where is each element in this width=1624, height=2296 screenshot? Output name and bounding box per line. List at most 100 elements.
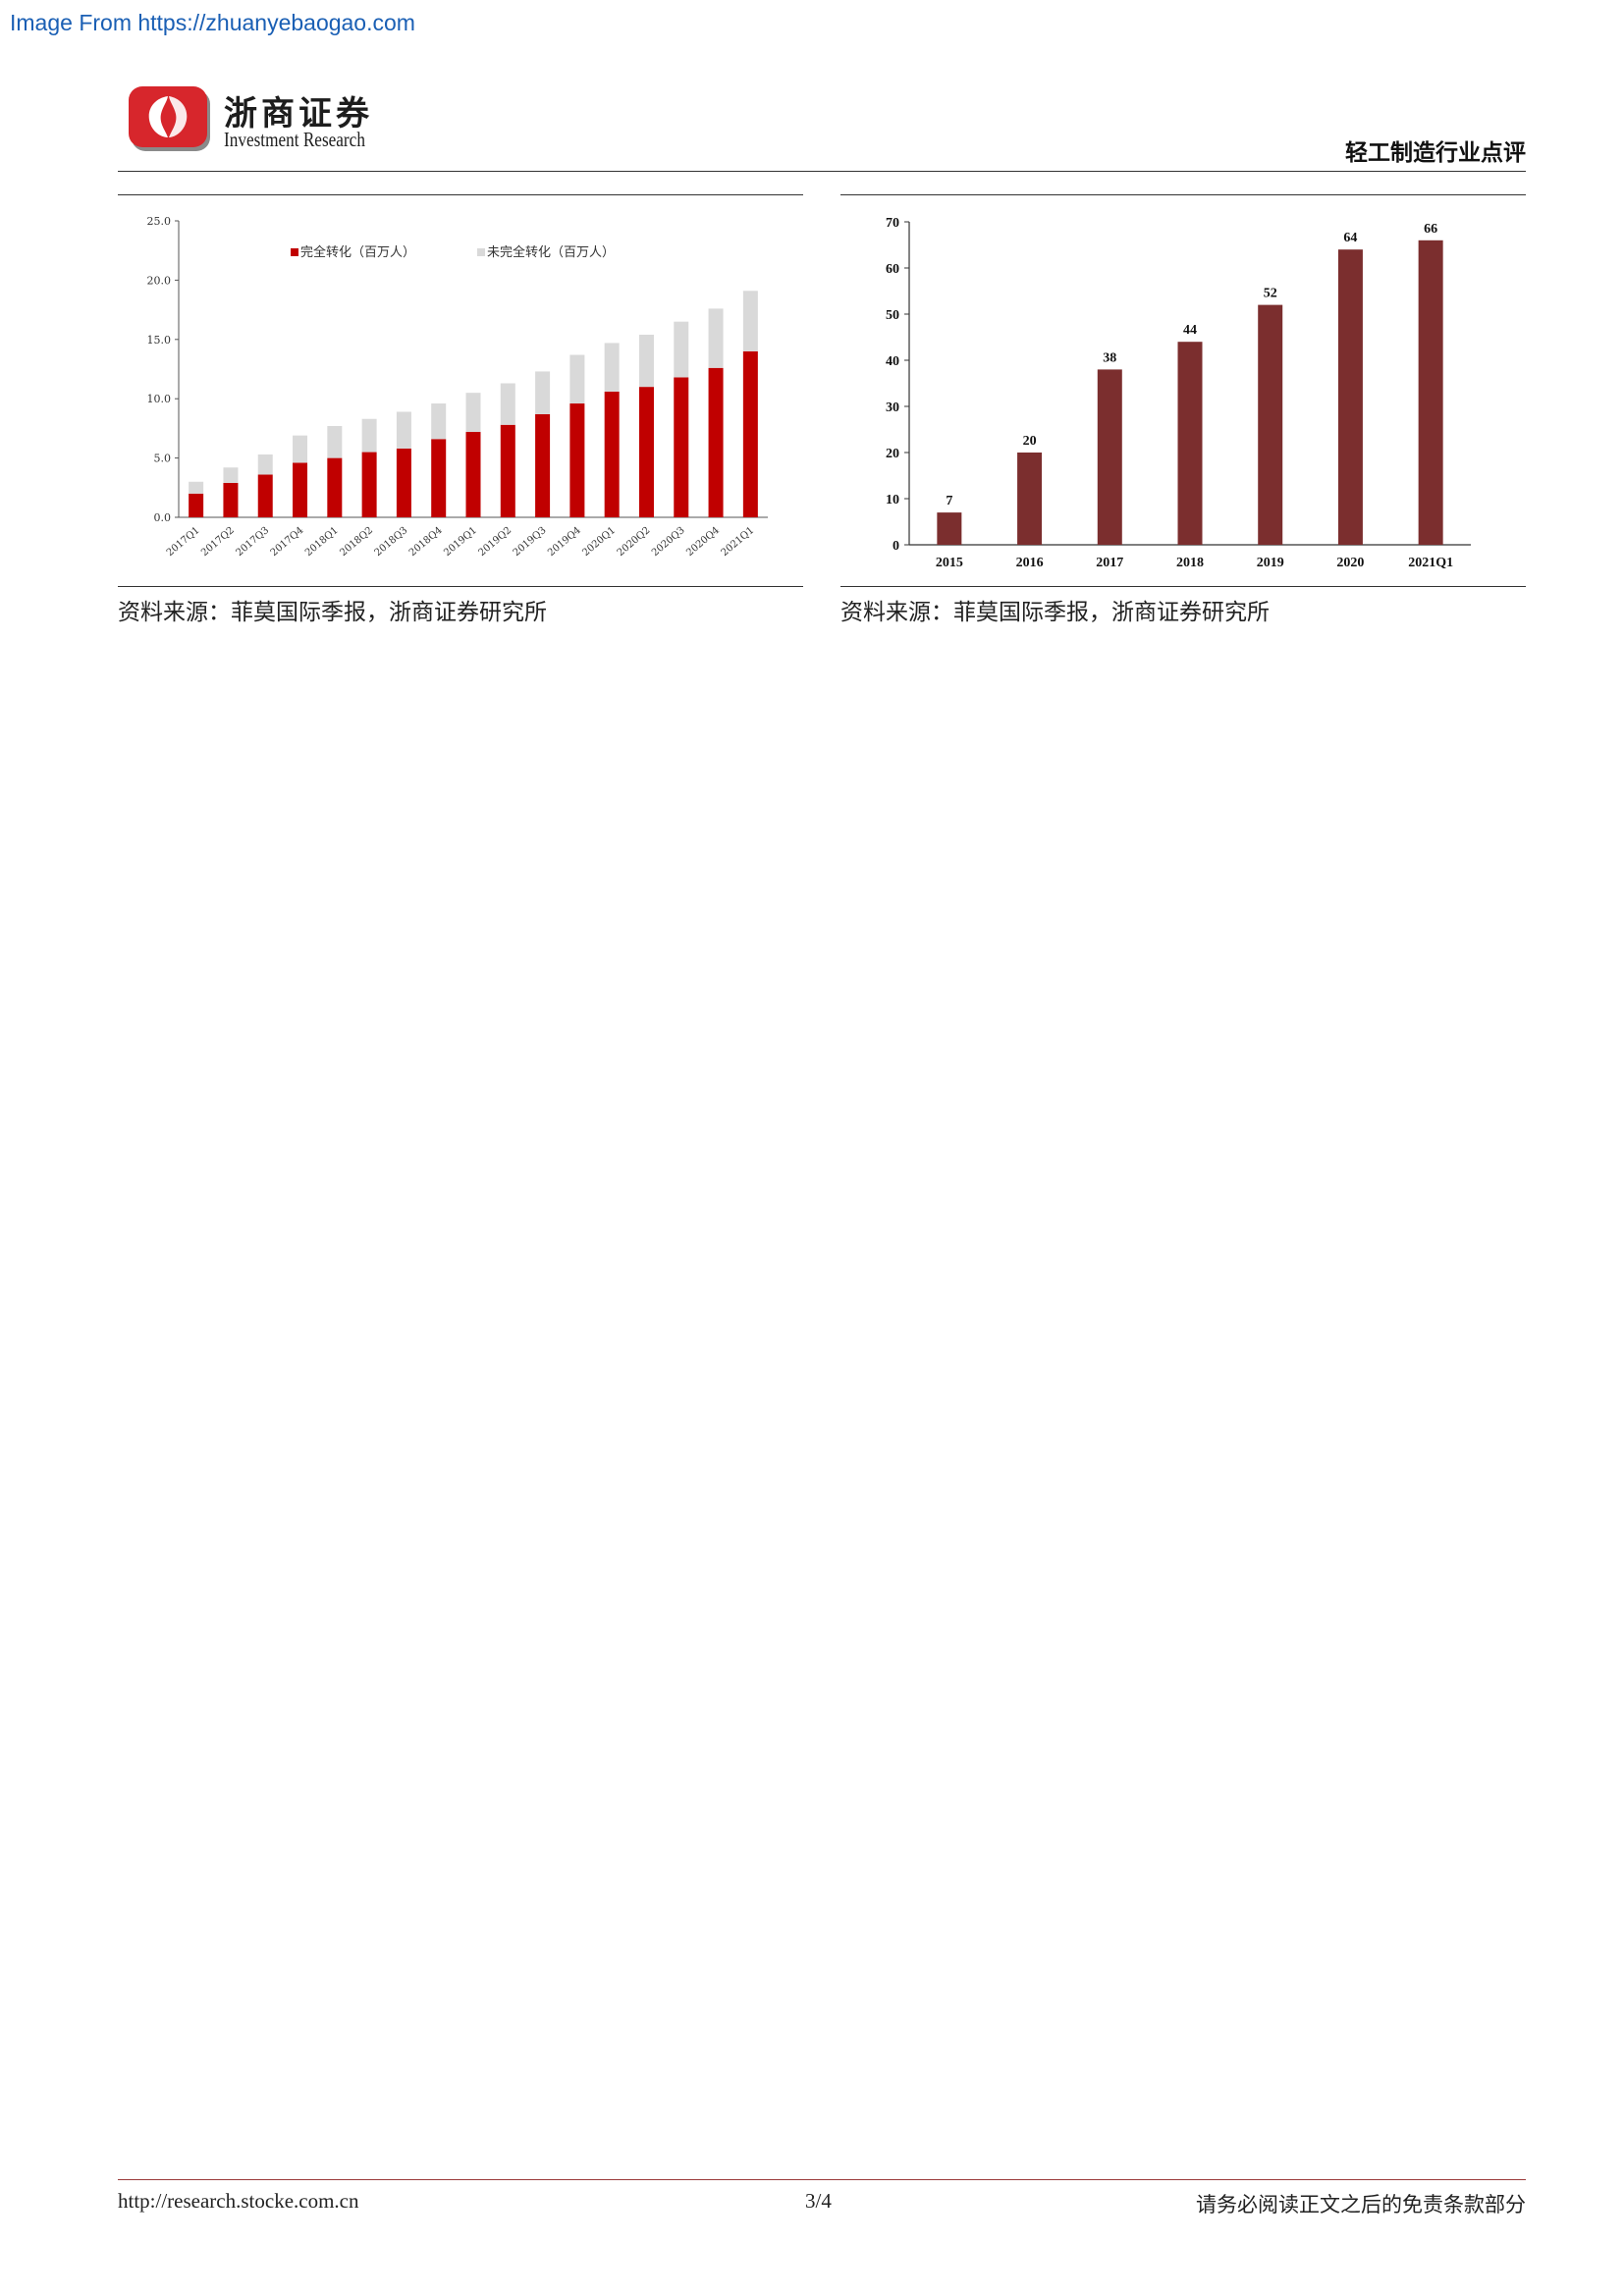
y-tick-label: 30 bbox=[886, 400, 899, 415]
bar-partial-conversion bbox=[361, 418, 377, 453]
data-label: 64 bbox=[1343, 231, 1357, 245]
y-tick-label: 40 bbox=[886, 354, 899, 369]
x-tick-label: 2018 bbox=[1176, 556, 1204, 570]
bar-full-conversion bbox=[327, 457, 343, 517]
chart-source-left: 资料来源：菲莫国际季报，浙商证券研究所 bbox=[118, 600, 547, 625]
y-tick-label: 20 bbox=[886, 447, 899, 461]
bar-partial-conversion bbox=[638, 334, 654, 388]
x-tick-label: 2017Q4 bbox=[269, 525, 306, 559]
bar bbox=[1418, 240, 1443, 546]
x-tick-label: 2020Q4 bbox=[684, 525, 722, 559]
bar-full-conversion bbox=[431, 439, 447, 517]
bar-full-conversion bbox=[674, 377, 689, 517]
bar-chart-panel: 0 10 20 30 40 50 60 70 7 2015 20 2016 38 2017 44 2018 52… bbox=[840, 194, 1526, 587]
bar-full-conversion bbox=[604, 391, 620, 517]
x-tick-label: 2017Q1 bbox=[165, 525, 202, 559]
legend-label: 完全转化（百万人） bbox=[300, 244, 415, 260]
logo-chinese-name: 浙商证券 bbox=[224, 94, 373, 133]
bar-partial-conversion bbox=[465, 393, 481, 433]
bar-full-conversion bbox=[293, 462, 308, 517]
x-tick-label: 2018Q1 bbox=[303, 525, 341, 559]
bar-full-conversion bbox=[465, 432, 481, 517]
logo-emblem-icon bbox=[129, 86, 210, 151]
bar-full-conversion bbox=[569, 403, 585, 517]
bar-partial-conversion bbox=[500, 383, 515, 425]
y-tick-label: 10 bbox=[886, 493, 899, 507]
x-tick-label: 2020Q1 bbox=[580, 525, 618, 559]
y-tick-label: 25.0 bbox=[147, 215, 172, 228]
data-label: 20 bbox=[1023, 434, 1037, 449]
x-tick-label: 2019 bbox=[1257, 556, 1284, 570]
bar-partial-conversion bbox=[535, 371, 551, 414]
legend-swatch-full bbox=[291, 248, 298, 256]
footer-disclaimer: 请务必阅读正文之后的免责条款部分 bbox=[1196, 2193, 1526, 2216]
bar-partial-conversion bbox=[431, 403, 447, 440]
bar-partial-conversion bbox=[293, 435, 308, 463]
bar-partial-conversion bbox=[327, 425, 343, 458]
x-tick-label: 2019Q1 bbox=[442, 525, 479, 559]
footer-website-link[interactable]: http://research.stocke.com.cn bbox=[118, 2189, 359, 2213]
footer-divider bbox=[118, 2179, 1526, 2180]
bar-full-conversion bbox=[535, 413, 551, 517]
annual-bar-chart: 0 10 20 30 40 50 60 70 7 2015 20 2016 38 2017 44 2018 52… bbox=[886, 216, 1471, 570]
x-tick-label: 2021Q1 bbox=[1408, 556, 1453, 570]
bar-partial-conversion bbox=[708, 308, 724, 368]
data-label: 52 bbox=[1264, 287, 1277, 301]
x-tick-label: 2015 bbox=[936, 556, 963, 570]
data-label: 44 bbox=[1183, 323, 1197, 338]
x-tick-label: 2019Q4 bbox=[546, 525, 583, 559]
x-tick-label: 2020 bbox=[1336, 556, 1364, 570]
bar-full-conversion bbox=[500, 424, 515, 517]
stacked-bar-chart-panel: 0.0 5.0 10.0 15.0 20.0 25.0 2017Q1 2017Q2 2017Q3… bbox=[118, 194, 803, 587]
x-tick-label: 2018Q4 bbox=[407, 525, 445, 559]
y-tick-label: 0 bbox=[893, 539, 899, 554]
x-tick-label: 2016 bbox=[1016, 556, 1044, 570]
data-label: 66 bbox=[1424, 222, 1437, 237]
y-tick-label: 10.0 bbox=[147, 393, 172, 405]
bar bbox=[1017, 453, 1043, 545]
bar-full-conversion bbox=[189, 493, 204, 517]
x-tick-label: 2019Q2 bbox=[476, 525, 514, 559]
bar-partial-conversion bbox=[396, 411, 411, 449]
page-number: 3/4 bbox=[805, 2189, 832, 2213]
bar bbox=[1337, 249, 1363, 545]
stacked-bar-chart: 0.0 5.0 10.0 15.0 20.0 25.0 2017Q12017Q22017Q3… bbox=[147, 215, 768, 559]
report-category-title: 轻工制造行业点评 bbox=[1345, 140, 1526, 166]
bar bbox=[1097, 369, 1122, 545]
legend-swatch-partial bbox=[477, 248, 485, 256]
chart-source-right: 资料来源：菲莫国际季报，浙商证券研究所 bbox=[840, 600, 1270, 625]
x-tick-label: 2020Q2 bbox=[616, 525, 653, 559]
bar-full-conversion bbox=[223, 482, 239, 517]
y-tick-label: 15.0 bbox=[147, 334, 172, 347]
bar-partial-conversion bbox=[604, 343, 620, 392]
bar-partial-conversion bbox=[674, 321, 689, 378]
bar-partial-conversion bbox=[742, 291, 758, 351]
y-tick-label: 70 bbox=[886, 216, 899, 231]
y-tick-label: 0.0 bbox=[154, 511, 172, 524]
x-tick-label: 2018Q3 bbox=[373, 525, 410, 559]
y-tick-label: 5.0 bbox=[154, 453, 172, 465]
data-label: 7 bbox=[946, 494, 952, 508]
y-tick-label: 50 bbox=[886, 308, 899, 323]
bar-partial-conversion bbox=[189, 481, 204, 494]
x-tick-label: 2017 bbox=[1096, 556, 1123, 570]
bar bbox=[1258, 304, 1283, 545]
bar bbox=[1177, 342, 1203, 545]
header-divider bbox=[118, 171, 1526, 172]
bar-full-conversion bbox=[257, 474, 273, 517]
x-tick-label: 2021Q1 bbox=[720, 525, 757, 559]
company-logo: 浙商证券 Investment Research bbox=[126, 77, 369, 157]
watermark-link[interactable]: Image From https://zhuanyebaogao.com bbox=[10, 10, 415, 35]
y-tick-label: 60 bbox=[886, 262, 899, 277]
bar-partial-conversion bbox=[257, 454, 273, 475]
x-tick-label: 2020Q3 bbox=[650, 525, 687, 559]
logo-english-name: Investment Research bbox=[224, 128, 365, 151]
x-tick-label: 2017Q2 bbox=[199, 525, 237, 559]
bar bbox=[937, 512, 962, 545]
bar-partial-conversion bbox=[223, 467, 239, 483]
legend-label: 未完全转化（百万人） bbox=[487, 244, 615, 260]
bar-partial-conversion bbox=[569, 354, 585, 404]
x-tick-label: 2017Q3 bbox=[234, 525, 271, 559]
bar-full-conversion bbox=[742, 350, 758, 517]
bar-full-conversion bbox=[638, 387, 654, 517]
